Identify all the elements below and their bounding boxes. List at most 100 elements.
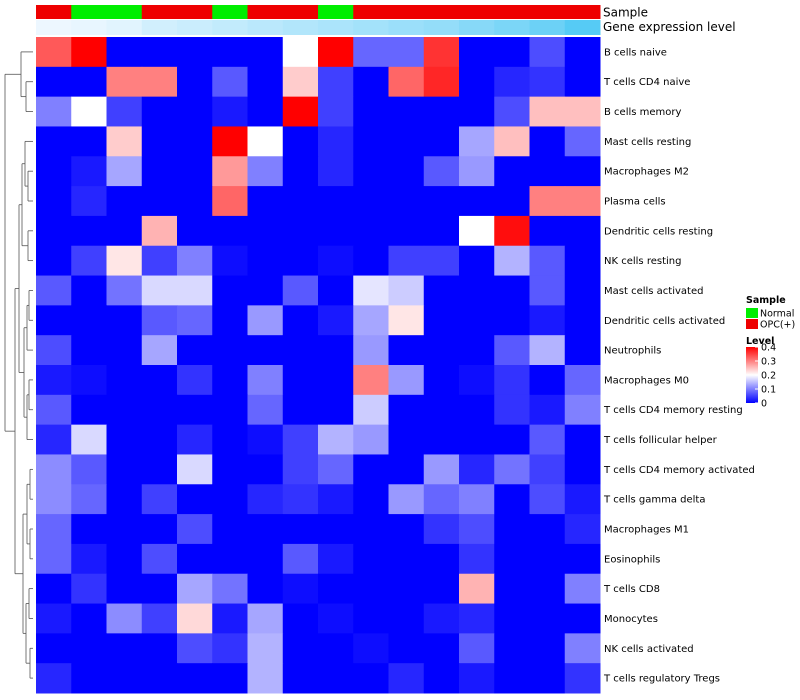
sample-annotation-cell: [212, 5, 248, 19]
heatmap-cell: [353, 454, 389, 485]
heatmap-cell: [564, 245, 601, 277]
heatmap-cell: [177, 424, 213, 455]
heatmap-cell: [106, 215, 143, 247]
heatmap-cell: [141, 215, 178, 247]
heatmap-cell: [459, 543, 495, 575]
sample-annotation-cell: [388, 5, 425, 19]
heatmap-cell: [71, 484, 107, 515]
heatmap-cell: [212, 335, 248, 366]
heatmap-cell: [318, 156, 354, 187]
row-label: NK cells resting: [604, 256, 681, 267]
heatmap-cell: [106, 454, 143, 485]
heatmap-cell: [564, 484, 601, 515]
heatmap-cell: [494, 514, 530, 545]
heatmap-cell: [459, 126, 495, 157]
heatmap-cell: [459, 424, 495, 455]
heatmap-cell: [459, 245, 495, 277]
expression-annotation-cell: [36, 20, 72, 35]
heatmap-cell: [282, 156, 319, 187]
heatmap-cell: [564, 663, 601, 694]
sample-annotation-cell: [141, 5, 178, 19]
heatmap-cell: [388, 663, 425, 694]
expression-annotation-cell: [353, 20, 389, 35]
heatmap-cell: [564, 37, 601, 68]
heatmap-cell: [494, 365, 530, 396]
heatmap-cell: [141, 126, 178, 157]
heatmap-cell: [529, 633, 566, 664]
heatmap-cell: [388, 335, 425, 366]
heatmap-cell: [212, 66, 248, 98]
heatmap-cell: [494, 454, 530, 485]
heatmap-cell: [177, 394, 213, 426]
heatmap-cell: [71, 156, 107, 187]
heatmap-cell: [247, 156, 284, 187]
heatmap-cell: [459, 305, 495, 336]
heatmap-cell: [353, 365, 389, 396]
heatmap-cell: [459, 484, 495, 515]
heatmap-cell: [318, 126, 354, 157]
heatmap-cell: [36, 37, 72, 68]
heatmap-cell: [141, 156, 178, 187]
heatmap-cell: [494, 394, 530, 426]
heatmap-cell: [71, 305, 107, 336]
heatmap-cell: [494, 156, 530, 187]
expression-annotation-cell: [529, 20, 566, 35]
heatmap-cell: [564, 603, 601, 634]
heatmap-cell: [353, 37, 389, 68]
heatmap-cell: [388, 543, 425, 575]
heatmap-cell: [212, 215, 248, 247]
heatmap-cell: [423, 335, 460, 366]
row-label: Dendritic cells activated: [604, 316, 725, 327]
heatmap-cell: [71, 365, 107, 396]
heatmap-cell: [212, 156, 248, 187]
heatmap-cell: [247, 335, 284, 366]
heatmap-cell: [212, 424, 248, 455]
heatmap-cell: [212, 633, 248, 664]
heatmap-cell: [71, 573, 107, 605]
heatmap-cell: [71, 394, 107, 426]
sample-annotation-cell: [494, 5, 530, 19]
heatmap-cell: [529, 96, 566, 127]
heatmap-cell: [106, 573, 143, 605]
heatmap-cell: [353, 66, 389, 98]
heatmap-cell: [141, 484, 178, 515]
heatmap-cell: [388, 126, 425, 157]
heatmap-cell: [423, 573, 460, 605]
heatmap-cell: [423, 305, 460, 336]
heatmap-cell: [247, 514, 284, 545]
heatmap-cell: [388, 186, 425, 217]
heatmap-cell: [564, 275, 601, 306]
heatmap-cell: [282, 424, 319, 455]
row-label: Mast cells resting: [604, 137, 691, 148]
row-labels: B cells naive T cells CD4 naive B cells me…: [603, 47, 755, 684]
heatmap-cell: [353, 96, 389, 127]
heatmap-cell: [494, 37, 530, 68]
heatmap-cell: [529, 663, 566, 694]
heatmap-cell: [106, 514, 143, 545]
heatmap-cell: [212, 394, 248, 426]
heatmap-cell: [36, 365, 72, 396]
heatmap-cell: [106, 156, 143, 187]
annotation-label-expression: Gene expression level: [603, 20, 736, 34]
heatmap-cell: [388, 633, 425, 664]
heatmap-cell: [318, 633, 354, 664]
heatmap-cell: [282, 633, 319, 664]
row-label: T cells CD4 naive: [603, 77, 690, 88]
legend-level-title: Level: [746, 336, 774, 347]
heatmap-cell: [36, 215, 72, 247]
heatmap-cell: [388, 365, 425, 396]
heatmap-cell: [529, 156, 566, 187]
heatmap-cell: [177, 156, 213, 187]
heatmap-cell: [423, 96, 460, 127]
heatmap-cell: [318, 484, 354, 515]
heatmap-cell: [529, 335, 566, 366]
sample-annotation-cell: [423, 5, 460, 19]
heatmap-cell: [282, 215, 319, 247]
heatmap-cell: [318, 66, 354, 98]
heatmap-cell: [141, 96, 178, 127]
heatmap-cell: [459, 573, 495, 605]
heatmap-cell: [564, 424, 601, 455]
expression-annotation-cell: [71, 20, 107, 35]
heatmap-cell: [71, 37, 107, 68]
row-dendrogram: [4, 51, 33, 679]
